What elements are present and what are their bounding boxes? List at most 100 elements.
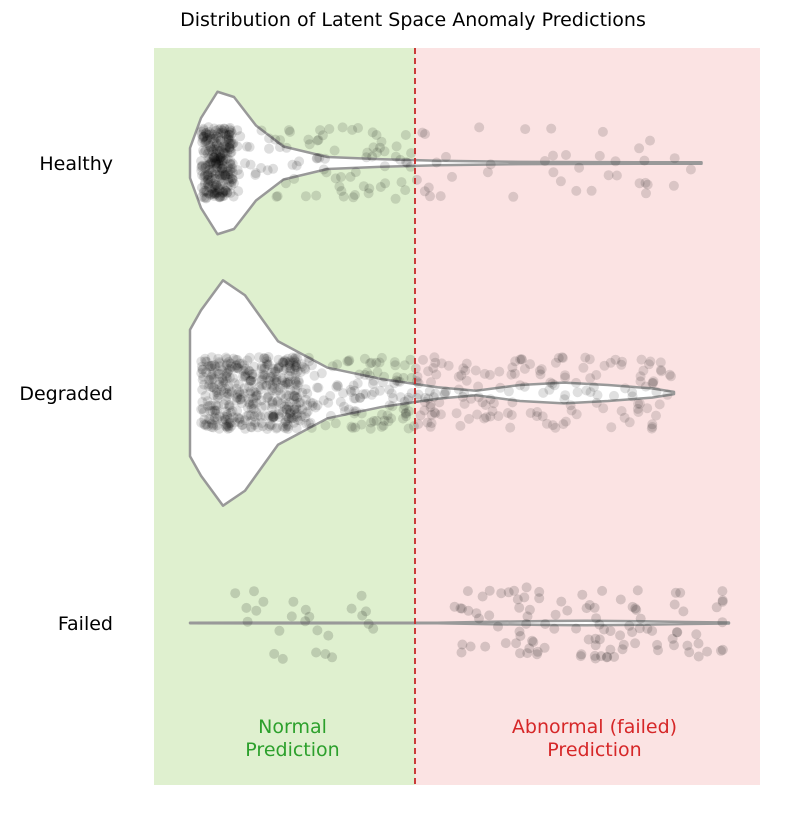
point-degraded bbox=[273, 354, 284, 365]
point-healthy bbox=[225, 144, 236, 155]
point-failed bbox=[581, 603, 592, 614]
point-degraded bbox=[280, 377, 291, 388]
point-degraded bbox=[415, 410, 426, 421]
point-healthy bbox=[353, 123, 363, 133]
point-degraded bbox=[585, 373, 596, 384]
point-healthy bbox=[198, 123, 209, 134]
point-degraded bbox=[285, 366, 296, 377]
point-degraded bbox=[221, 373, 232, 384]
point-failed bbox=[304, 611, 315, 622]
point-degraded bbox=[278, 357, 289, 368]
point-degraded bbox=[488, 398, 499, 409]
point-failed bbox=[693, 638, 704, 649]
point-healthy bbox=[226, 125, 237, 136]
region-label-abnormal: Abnormal (failed) bbox=[512, 716, 677, 738]
point-failed bbox=[590, 640, 601, 651]
point-degraded bbox=[376, 421, 387, 432]
point-healthy bbox=[218, 187, 229, 198]
point-degraded bbox=[293, 404, 304, 415]
point-healthy bbox=[216, 163, 227, 174]
point-degraded bbox=[515, 354, 526, 365]
point-degraded bbox=[216, 385, 227, 396]
point-healthy bbox=[199, 147, 209, 158]
point-healthy bbox=[201, 128, 211, 139]
point-degraded bbox=[209, 360, 220, 370]
point-degraded bbox=[403, 392, 414, 403]
point-degraded bbox=[259, 353, 270, 364]
point-healthy bbox=[645, 135, 655, 146]
point-healthy bbox=[207, 156, 218, 167]
point-degraded bbox=[205, 414, 216, 425]
point-degraded bbox=[222, 391, 233, 402]
point-degraded bbox=[347, 422, 358, 433]
point-degraded bbox=[572, 387, 583, 398]
point-healthy bbox=[400, 130, 411, 140]
point-failed bbox=[511, 638, 522, 649]
point-failed bbox=[717, 644, 728, 655]
point-healthy bbox=[375, 142, 385, 153]
point-degraded bbox=[238, 371, 248, 382]
point-degraded bbox=[606, 422, 617, 433]
point-healthy bbox=[227, 174, 238, 185]
point-degraded bbox=[244, 381, 254, 392]
point-healthy bbox=[199, 179, 210, 190]
point-degraded bbox=[647, 422, 658, 432]
point-degraded bbox=[208, 415, 219, 426]
point-degraded bbox=[388, 393, 399, 404]
point-healthy bbox=[548, 167, 559, 178]
point-failed bbox=[288, 596, 299, 607]
point-degraded bbox=[263, 359, 274, 370]
point-healthy bbox=[211, 163, 222, 174]
point-degraded bbox=[274, 405, 285, 416]
point-healthy bbox=[234, 169, 245, 180]
point-degraded bbox=[312, 382, 323, 393]
point-degraded bbox=[273, 361, 284, 372]
point-degraded bbox=[262, 360, 273, 371]
point-degraded bbox=[647, 378, 658, 389]
point-degraded bbox=[244, 352, 255, 363]
point-healthy bbox=[406, 148, 417, 159]
point-degraded bbox=[655, 357, 666, 368]
point-healthy bbox=[207, 146, 218, 157]
point-healthy bbox=[314, 152, 325, 163]
point-degraded bbox=[534, 365, 545, 376]
point-healthy bbox=[420, 129, 430, 139]
point-failed bbox=[627, 601, 638, 612]
point-healthy bbox=[202, 160, 213, 171]
point-degraded bbox=[197, 364, 208, 375]
point-healthy bbox=[224, 138, 235, 149]
point-degraded bbox=[212, 393, 223, 404]
point-degraded bbox=[560, 370, 570, 381]
point-healthy bbox=[217, 141, 228, 152]
point-degraded bbox=[211, 385, 222, 396]
point-failed bbox=[609, 651, 620, 662]
point-healthy bbox=[220, 185, 231, 196]
point-degraded bbox=[349, 393, 360, 404]
point-healthy bbox=[202, 174, 213, 185]
point-degraded bbox=[201, 367, 212, 378]
point-healthy bbox=[222, 147, 233, 158]
point-degraded bbox=[277, 407, 288, 418]
point-degraded bbox=[609, 390, 619, 401]
point-failed bbox=[577, 589, 588, 600]
point-degraded bbox=[422, 417, 433, 428]
point-degraded bbox=[244, 375, 255, 386]
point-degraded bbox=[479, 413, 490, 424]
point-degraded bbox=[207, 369, 218, 380]
point-degraded bbox=[632, 403, 643, 414]
point-degraded bbox=[292, 392, 303, 403]
point-healthy bbox=[203, 169, 214, 180]
point-degraded bbox=[635, 376, 646, 387]
point-failed bbox=[512, 594, 523, 605]
point-healthy bbox=[209, 136, 220, 147]
point-failed bbox=[484, 610, 495, 621]
point-healthy bbox=[390, 193, 401, 204]
point-healthy bbox=[202, 129, 212, 140]
point-degraded bbox=[289, 417, 299, 428]
point-degraded bbox=[224, 414, 235, 425]
point-healthy bbox=[250, 169, 261, 180]
point-degraded bbox=[285, 385, 296, 396]
point-degraded bbox=[507, 397, 518, 408]
point-healthy bbox=[380, 178, 391, 189]
point-healthy bbox=[485, 159, 496, 170]
